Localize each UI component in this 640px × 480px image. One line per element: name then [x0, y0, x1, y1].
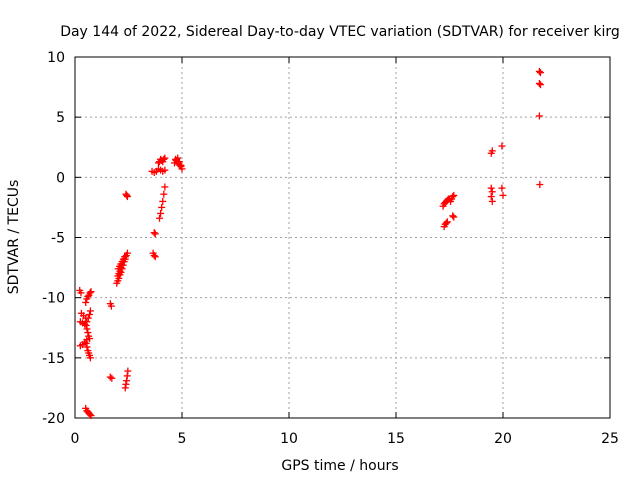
data-point	[488, 188, 496, 196]
x-tick-label: 10	[280, 431, 298, 447]
x-tick-label: 25	[601, 431, 619, 447]
data-point	[498, 142, 506, 150]
data-point	[121, 253, 129, 261]
data-point	[87, 412, 95, 420]
data-point	[77, 289, 85, 297]
y-axis-label: SDTVAR / TECUs	[6, 180, 22, 295]
data-point	[449, 193, 457, 201]
data-point	[82, 298, 90, 306]
data-point	[488, 197, 496, 205]
data-point	[82, 321, 90, 329]
data-point	[86, 289, 94, 297]
y-tick-label: 10	[47, 50, 65, 66]
data-point	[150, 229, 158, 237]
data-point	[536, 81, 544, 89]
data-point	[86, 410, 94, 418]
data-point	[157, 209, 165, 217]
y-tick-label: -5	[51, 231, 65, 247]
data-point	[535, 67, 543, 75]
data-point	[150, 252, 158, 260]
data-point	[161, 183, 169, 191]
data-point	[86, 354, 94, 362]
data-point	[499, 191, 507, 199]
x-tick-label: 5	[178, 431, 187, 447]
data-point	[161, 166, 169, 174]
data-point	[450, 213, 458, 221]
data-point	[151, 253, 159, 261]
data-point	[159, 197, 167, 205]
data-point	[108, 374, 116, 382]
data-point	[175, 158, 183, 166]
data-point	[160, 155, 168, 163]
data-point	[442, 219, 450, 227]
data-point	[177, 161, 185, 169]
data-point	[86, 335, 94, 343]
data-point	[535, 79, 543, 87]
x-tick-label: 20	[494, 431, 512, 447]
y-tick-label: -20	[42, 411, 65, 427]
data-point	[107, 302, 115, 310]
data-point	[158, 203, 166, 211]
data-point	[450, 191, 458, 199]
data-point	[178, 165, 186, 173]
x-axis-label: GPS time / hours	[281, 458, 398, 474]
data-point	[174, 154, 182, 162]
data-point	[123, 193, 131, 201]
y-tick-label: 0	[56, 170, 65, 186]
y-tick-label: 5	[56, 110, 65, 126]
data-point	[86, 311, 94, 319]
data-point	[83, 325, 91, 333]
data-point	[82, 339, 90, 347]
data-point	[106, 373, 114, 381]
data-point	[84, 292, 92, 300]
data-point	[487, 193, 495, 201]
data-point	[86, 307, 94, 315]
chart-title: Day 144 of 2022, Sidereal Day-to-day VTE…	[60, 24, 620, 40]
x-tick-labels: 0 5 10 15 20 25	[71, 431, 619, 447]
data-point	[82, 314, 90, 322]
data-point	[124, 367, 132, 375]
data-point	[123, 249, 131, 257]
data-point	[536, 69, 544, 77]
data-point	[83, 343, 91, 351]
data-point	[151, 230, 159, 238]
data-points	[76, 67, 544, 420]
x-tick-label: 15	[387, 431, 405, 447]
data-point	[488, 147, 496, 155]
data-point	[535, 112, 543, 120]
grid	[75, 57, 610, 418]
data-point	[487, 184, 495, 192]
data-point	[161, 154, 169, 162]
data-point	[443, 218, 451, 226]
data-point	[160, 190, 168, 198]
data-point	[84, 329, 92, 337]
data-point	[536, 181, 544, 189]
data-point	[449, 212, 457, 220]
x-tick-label: 0	[71, 431, 80, 447]
y-tick-labels: -20 -15 -10 -5 0 5 10	[42, 50, 65, 427]
data-point	[87, 288, 95, 296]
data-point	[498, 184, 506, 192]
y-tick-label: -10	[42, 291, 65, 307]
data-point	[156, 214, 164, 222]
y-tick-label: -15	[42, 351, 65, 367]
axis-ticks	[74, 56, 611, 419]
